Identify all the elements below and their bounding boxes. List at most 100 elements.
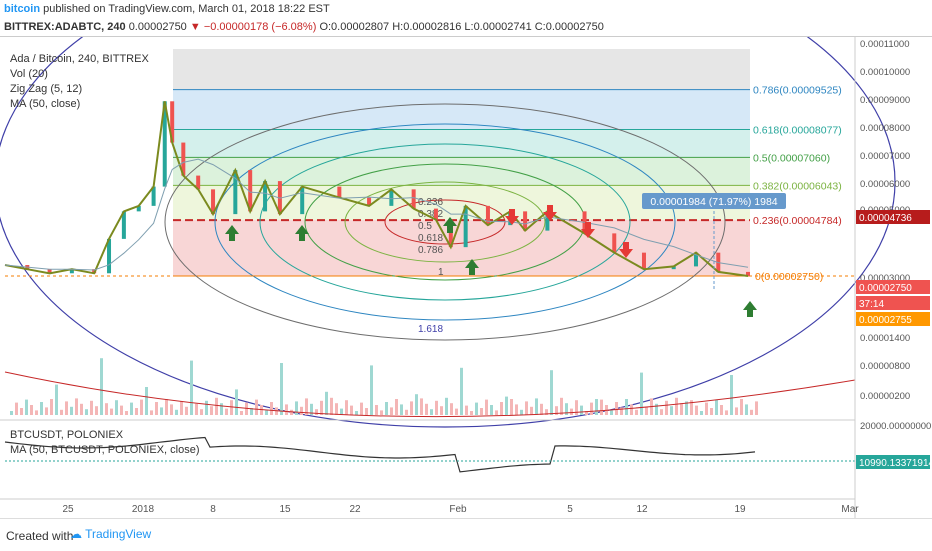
fib-label-4: 0.236(0.00004784) bbox=[753, 215, 842, 227]
volume-bar bbox=[40, 402, 43, 415]
volume-bar bbox=[525, 401, 528, 415]
volume-bar bbox=[375, 405, 378, 415]
fib-circle-label-5: 1 bbox=[438, 267, 444, 278]
volume-bar bbox=[145, 387, 148, 415]
volume-bar bbox=[515, 404, 518, 415]
volume-bar bbox=[635, 409, 638, 415]
price-label: 0.00002755 bbox=[859, 315, 912, 326]
volume-bar bbox=[370, 365, 373, 415]
volume-bar bbox=[220, 403, 223, 415]
candle bbox=[367, 197, 372, 206]
tradingview-brand[interactable]: TradingView bbox=[85, 527, 152, 541]
volume-bar bbox=[405, 409, 408, 415]
lower-y-tick: 20000.00000000 bbox=[860, 421, 931, 432]
fib-ellipse-5 bbox=[164, 103, 726, 341]
volume-bar bbox=[630, 404, 633, 415]
volume-bar bbox=[455, 408, 458, 415]
y-tick-label: 0.00000200 bbox=[860, 391, 910, 402]
volume-bar bbox=[440, 406, 443, 415]
volume-bar bbox=[660, 409, 663, 415]
volume-bar bbox=[705, 402, 708, 415]
volume-bar bbox=[510, 399, 513, 415]
volume-bar bbox=[750, 409, 753, 415]
fib-circle-label-6: 1.618 bbox=[418, 324, 443, 335]
volume-bar bbox=[250, 408, 253, 415]
volume-bar bbox=[30, 405, 33, 415]
tradingview-logo[interactable]: ☁ TradingView bbox=[70, 527, 152, 541]
legend-zigzag[interactable]: Zig Zag (5, 12) bbox=[10, 83, 83, 95]
x-tick-label: 8 bbox=[210, 504, 216, 515]
volume-bar bbox=[475, 402, 478, 415]
created-with-text: Created with bbox=[6, 529, 74, 543]
volume-bar bbox=[110, 408, 113, 415]
x-tick-label: 19 bbox=[734, 504, 746, 515]
volume-bar bbox=[380, 410, 383, 415]
candle bbox=[433, 208, 438, 220]
volume-bar bbox=[10, 411, 13, 415]
volume-bar bbox=[175, 409, 178, 415]
footer: Created with ☁ TradingView bbox=[0, 518, 932, 551]
candle bbox=[69, 269, 74, 274]
volume-bar bbox=[255, 399, 258, 415]
volume-bar bbox=[505, 396, 508, 415]
price-label: 0.00002750 bbox=[859, 283, 912, 294]
volume-bar bbox=[500, 402, 503, 415]
price-label-bg bbox=[856, 312, 930, 326]
chart-area[interactable]: 0.786(0.00009525) 0.618(0.00008077) 0.5(0.… bbox=[0, 0, 932, 519]
volume-bar bbox=[565, 403, 568, 415]
volume-bar bbox=[570, 408, 573, 415]
volume-bar bbox=[150, 410, 153, 415]
volume-bar bbox=[595, 399, 598, 415]
candle bbox=[612, 233, 617, 253]
price-change: −0.00000178 (−6.08%) bbox=[203, 21, 317, 33]
volume-bar bbox=[310, 403, 313, 415]
volume-bar bbox=[135, 408, 138, 415]
chart-title: Ada / Bitcoin, 240, BITTREX bbox=[10, 53, 149, 65]
volume-bar bbox=[720, 405, 723, 415]
volume-bar bbox=[125, 411, 128, 415]
volume-bar bbox=[540, 403, 543, 415]
buy-arrow-0 bbox=[225, 225, 239, 241]
volume-bar bbox=[25, 399, 28, 415]
volume-bar bbox=[130, 402, 133, 415]
volume-bar bbox=[180, 401, 183, 415]
volume-bar bbox=[690, 400, 693, 415]
volume-bar bbox=[610, 410, 613, 415]
volume-bar bbox=[355, 411, 358, 415]
y-tick-label: 0.00010000 bbox=[860, 67, 910, 78]
volume-bar bbox=[530, 406, 533, 415]
volume-bar bbox=[330, 397, 333, 415]
lower-title[interactable]: BTCUSDT, POLONIEX bbox=[10, 429, 124, 441]
volume-bar bbox=[345, 400, 348, 415]
volume-bar bbox=[75, 398, 78, 415]
candle bbox=[196, 175, 201, 190]
candle bbox=[389, 189, 394, 206]
candle bbox=[211, 189, 216, 215]
volume-bar bbox=[600, 399, 603, 415]
volume-bar bbox=[535, 398, 538, 415]
sell-arrow-1 bbox=[543, 205, 557, 221]
candle bbox=[337, 186, 342, 198]
volume-bar bbox=[685, 401, 688, 415]
candle bbox=[277, 181, 282, 215]
x-tick-label: 2018 bbox=[132, 504, 155, 515]
volume-bar bbox=[460, 367, 463, 415]
lower-ma[interactable]: MA (50, BTCUSDT, POLONIEX, close) bbox=[10, 444, 200, 456]
candle bbox=[107, 238, 112, 274]
author-link[interactable]: bitcoin bbox=[4, 3, 41, 15]
y-tick-label: 0.00003000 bbox=[860, 273, 910, 284]
volume-bar bbox=[465, 405, 468, 415]
x-tick-label: 12 bbox=[636, 504, 648, 515]
last-price: 0.00002750 bbox=[128, 21, 187, 33]
fib-zone-top bbox=[173, 49, 750, 90]
y-tick-label: 0.00011000 bbox=[860, 39, 910, 50]
legend-ma[interactable]: MA (50, close) bbox=[10, 98, 81, 110]
measure-label: 0.00001984 (71.97%) 1984 bbox=[650, 196, 777, 208]
volume-bar bbox=[365, 408, 368, 415]
legend-vol[interactable]: Vol (20) bbox=[10, 68, 48, 80]
volume-bar bbox=[740, 399, 743, 415]
volume-bar bbox=[495, 410, 498, 415]
chart-svg[interactable]: 0.786(0.00009525) 0.618(0.00008077) 0.5(0.… bbox=[0, 0, 932, 519]
price-label-bg bbox=[856, 280, 930, 294]
candle bbox=[693, 252, 698, 267]
